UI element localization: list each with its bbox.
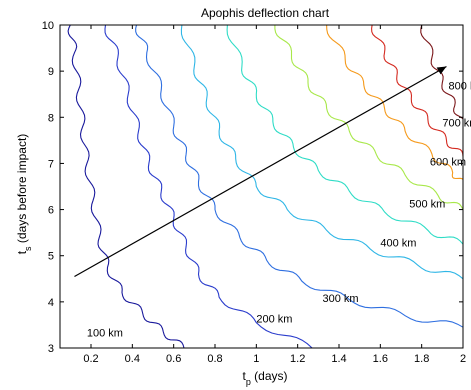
x-tick-label: 1.2 [290, 353, 305, 365]
x-tick-label: 0.8 [207, 353, 222, 365]
contour-label-6: 600 km [430, 157, 466, 169]
contour-labels: 100 km 200 km 300 km 400 km 500 km 600 km 700 … [87, 81, 471, 340]
contour-label-4: 400 km [380, 237, 416, 249]
y-tick-label: 8 [48, 112, 54, 124]
y-tick-label: 9 [48, 66, 54, 78]
contour-line-4 [180, 25, 463, 280]
y-tick-label: 5 [48, 251, 54, 263]
contour-line-8 [371, 25, 463, 157]
contour-label-8: 800 km [449, 81, 471, 93]
y-tick-label: 3 [48, 343, 54, 355]
arrow-head [436, 66, 447, 75]
plot-frame [59, 24, 464, 349]
y-tick-label: 7 [48, 158, 54, 170]
x-tick-label: 0.4 [125, 353, 140, 365]
contour-line-9 [420, 25, 463, 127]
contour-line-6 [274, 25, 463, 210]
x-tick-label: 0.2 [83, 353, 98, 365]
y-tick-label: 6 [48, 205, 54, 217]
x-tick-label: 1.4 [331, 353, 346, 365]
y-tick-label: 4 [48, 297, 54, 309]
y-axis-ticks: 3 4 5 6 7 8 9 10 [42, 20, 463, 355]
y-axis-label: ts (days before impact) [15, 134, 33, 255]
x-axis-ticks: 0.2 0.4 0.6 0.8 1 1.2 1.4 1.6 1.8 2 [83, 25, 466, 365]
contour-line-7 [326, 25, 463, 185]
x-tick-label: 2 [460, 353, 466, 365]
contour-label-3: 300 km [322, 293, 358, 305]
direction-arrow [74, 66, 447, 278]
chart-title: Apophis deflection chart [201, 6, 330, 20]
contour-label-2: 200 km [256, 314, 292, 326]
x-tick-label: 0.6 [166, 353, 181, 365]
contour-label-7: 700 km [442, 118, 471, 130]
x-axis-label: tp (days) [242, 369, 287, 387]
contour-line-3 [135, 25, 463, 328]
x-tick-label: 1 [253, 353, 259, 365]
contour-line-2 [104, 25, 313, 348]
arrow-shaft [74, 66, 447, 278]
contour-line-1 [67, 25, 185, 348]
x-tick-label: 1.8 [414, 353, 429, 365]
contour-curves [67, 25, 463, 348]
y-tick-label: 10 [42, 20, 54, 32]
x-tick-label: 1.6 [373, 353, 388, 365]
contour-line-5 [226, 25, 463, 245]
contour-label-1: 100 km [87, 327, 123, 339]
contour-label-5: 500 km [409, 198, 445, 210]
